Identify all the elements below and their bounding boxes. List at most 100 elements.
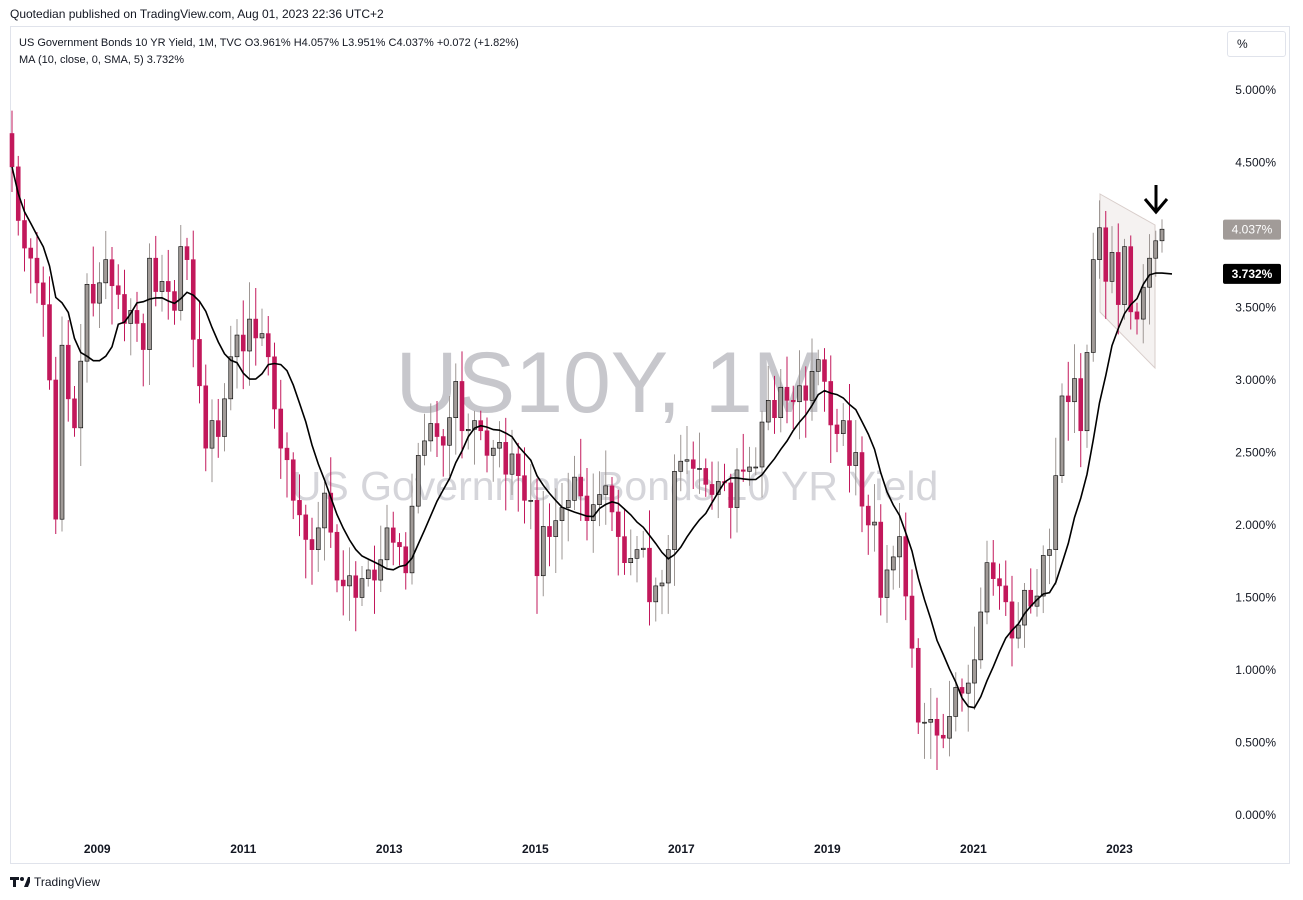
candle xyxy=(1084,344,1090,448)
candle-body xyxy=(253,318,259,339)
candle-body xyxy=(765,399,771,423)
candle xyxy=(59,316,65,532)
candle-body xyxy=(797,385,802,403)
candle-body xyxy=(84,283,90,362)
candle xyxy=(322,481,327,561)
candle-body xyxy=(809,370,815,401)
candle xyxy=(572,455,577,511)
x-tick-label: 2021 xyxy=(960,842,987,856)
candle xyxy=(134,291,140,342)
candle xyxy=(1153,230,1159,277)
symbol-watermark: US10Y, 1M US Government Bonds 10 YR Yiel… xyxy=(292,335,939,509)
candle-body xyxy=(772,399,777,418)
candle xyxy=(359,566,365,606)
candle xyxy=(278,379,284,479)
candle xyxy=(465,413,471,450)
candle-body xyxy=(940,734,946,739)
candle-body xyxy=(1059,395,1065,477)
candle-body xyxy=(859,452,865,507)
percent-scale-button[interactable]: % xyxy=(1227,31,1286,57)
candle-body xyxy=(697,468,702,470)
candle-body xyxy=(497,442,502,449)
candle xyxy=(940,713,946,749)
candle-body xyxy=(397,542,402,548)
candle-body xyxy=(65,344,71,400)
candle-body xyxy=(515,453,521,477)
candle xyxy=(659,569,665,615)
candle-body xyxy=(547,526,552,537)
candle xyxy=(47,276,52,390)
candle-body xyxy=(634,549,640,559)
candle-body xyxy=(165,281,171,292)
x-tick-label: 2009 xyxy=(84,842,111,856)
candle xyxy=(222,383,227,452)
watermark-symbol: US10Y, 1M xyxy=(396,335,825,431)
candle-body xyxy=(359,578,365,598)
candle xyxy=(409,473,415,585)
candle-body xyxy=(78,360,84,429)
candle xyxy=(490,439,496,482)
y-tick-label: 1.000% xyxy=(1235,663,1276,677)
candle xyxy=(515,442,521,512)
candle-body xyxy=(622,536,627,563)
candle-body xyxy=(422,440,427,456)
candle xyxy=(759,410,765,498)
candle-body xyxy=(747,466,752,472)
candle-body xyxy=(315,527,321,550)
candle xyxy=(497,421,502,468)
x-tick-label: 2015 xyxy=(522,842,549,856)
candle-body xyxy=(103,259,109,284)
candle-body xyxy=(534,500,540,577)
candle xyxy=(1147,234,1152,325)
candle-body xyxy=(897,536,902,558)
candle-body xyxy=(340,579,346,587)
candle-body xyxy=(59,344,65,520)
candle xyxy=(259,308,265,346)
candle xyxy=(784,356,790,424)
candle xyxy=(672,454,677,586)
candle-body xyxy=(653,585,659,603)
candle xyxy=(640,530,646,558)
candle-body xyxy=(684,459,690,462)
candle-body xyxy=(1022,589,1027,626)
candle xyxy=(628,529,634,576)
candle xyxy=(9,110,15,192)
candle-body xyxy=(1134,311,1140,320)
candle xyxy=(34,232,40,304)
candle xyxy=(947,680,952,757)
candle-body xyxy=(1078,378,1084,432)
candle-body xyxy=(484,430,490,456)
candle xyxy=(959,678,965,712)
svg-text:3.732%: 3.732% xyxy=(1232,267,1273,281)
candle xyxy=(334,524,340,593)
candle-body xyxy=(1003,585,1009,603)
candle xyxy=(40,266,46,337)
candle-body xyxy=(384,527,390,561)
candle-body xyxy=(947,716,952,739)
candle-body xyxy=(465,428,471,432)
candle xyxy=(1128,235,1134,330)
candle-body xyxy=(759,421,765,468)
candle-body xyxy=(509,453,515,475)
y-tick-label: 3.500% xyxy=(1235,301,1276,315)
candle-body xyxy=(215,420,221,437)
candle-body xyxy=(347,575,352,587)
candle-body xyxy=(803,385,809,401)
candle xyxy=(1140,264,1146,344)
candle xyxy=(647,510,652,626)
candle-body xyxy=(272,356,277,410)
candle xyxy=(678,434,684,492)
watermark-name: US Government Bonds 10 YR Yield xyxy=(292,463,939,509)
x-tick-label: 2023 xyxy=(1106,842,1133,856)
candle-body xyxy=(197,339,202,387)
y-tick-label: 2.500% xyxy=(1235,446,1276,460)
candle-body xyxy=(378,559,384,581)
candle xyxy=(309,517,315,585)
candle-body xyxy=(209,420,215,449)
candle xyxy=(540,490,546,597)
candle xyxy=(390,511,396,566)
candle xyxy=(978,587,984,669)
candle xyxy=(165,249,171,320)
candle-body xyxy=(990,562,996,579)
